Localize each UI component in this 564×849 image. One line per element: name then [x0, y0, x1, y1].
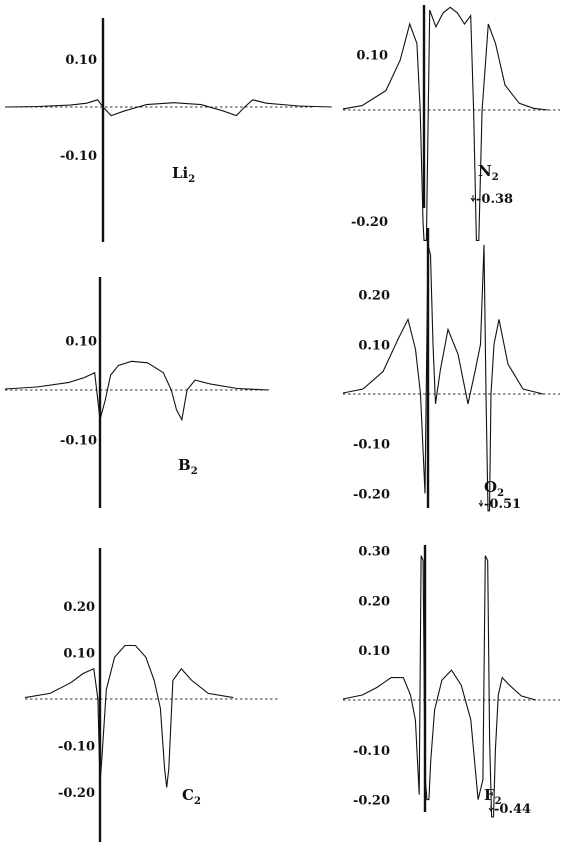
off-scale-arrow-icon — [478, 500, 484, 508]
chart-panel-f2: 0.300.200.10-0.10-0.20 F2-0.44 — [342, 545, 560, 818]
y-tick-label: 0.10 — [63, 647, 95, 662]
density-difference-curve — [4, 360, 269, 422]
molecule-subscript: 2 — [495, 796, 502, 807]
chart-panel-o2: 0.20 0.10 -0.10 -0.20 O2-0.51 — [342, 228, 560, 512]
molecule-subscript: 2 — [188, 174, 195, 185]
molecule-label: O2 — [484, 478, 504, 499]
y-tick-label: -0.10 — [353, 744, 390, 759]
molecule-subscript: 2 — [194, 796, 201, 807]
minimum-value-annotation: -0.38 — [476, 192, 513, 207]
y-tick-label: 0.10 — [358, 644, 390, 659]
y-tick-label: -0.10 — [60, 149, 97, 164]
molecule-label: N2 — [478, 162, 499, 183]
y-tick-label: -0.20 — [353, 487, 390, 502]
y-tick-label: 0.30 — [358, 545, 390, 560]
molecule-label: C2 — [182, 786, 201, 807]
density-difference-curve — [24, 644, 234, 788]
y-tick-label: -0.10 — [60, 434, 97, 449]
y-tick-label: -0.20 — [351, 215, 388, 230]
y-tick-label: 0.10 — [358, 338, 390, 353]
y-tick-label: 0.20 — [63, 600, 95, 615]
molecule-label: B2 — [178, 456, 198, 477]
y-tick-label: -0.20 — [58, 786, 95, 801]
molecule-label: Li2 — [172, 164, 195, 185]
density-difference-curve — [342, 244, 544, 512]
y-tick-label: 0.10 — [65, 335, 97, 350]
y-tick-label: 0.10 — [65, 53, 97, 68]
minimum-value-annotation: -0.44 — [494, 802, 531, 817]
y-tick-label: 0.20 — [358, 289, 390, 304]
molecule-subscript: 2 — [497, 488, 504, 499]
y-tick-label: -0.10 — [58, 740, 95, 755]
off-scale-arrow-icon — [488, 805, 494, 813]
molecule-subscript: 2 — [492, 172, 499, 183]
density-difference-curve — [342, 555, 537, 818]
molecule-subscript: 2 — [191, 466, 198, 477]
chart-panel-c2: 0.20 0.10 -0.10 -0.20 C2 — [24, 548, 280, 842]
density-difference-curve — [4, 99, 332, 117]
y-tick-label: 0.20 — [358, 594, 390, 609]
density-difference-curve — [342, 6, 548, 241]
minimum-value-annotation: -0.51 — [484, 497, 521, 512]
chart-panel-li2: 0.10 -0.10 Li2 — [4, 18, 332, 242]
off-scale-arrow-icon — [470, 195, 476, 203]
y-tick-label: 0.10 — [356, 49, 388, 64]
y-tick-label: -0.10 — [353, 438, 390, 453]
chart-panel-b2: 0.10 -0.10 B2 — [4, 277, 270, 508]
chart-panel-n2: 0.10 -0.20 N2 -0.38 — [342, 5, 560, 241]
y-tick-label: -0.20 — [353, 794, 390, 809]
